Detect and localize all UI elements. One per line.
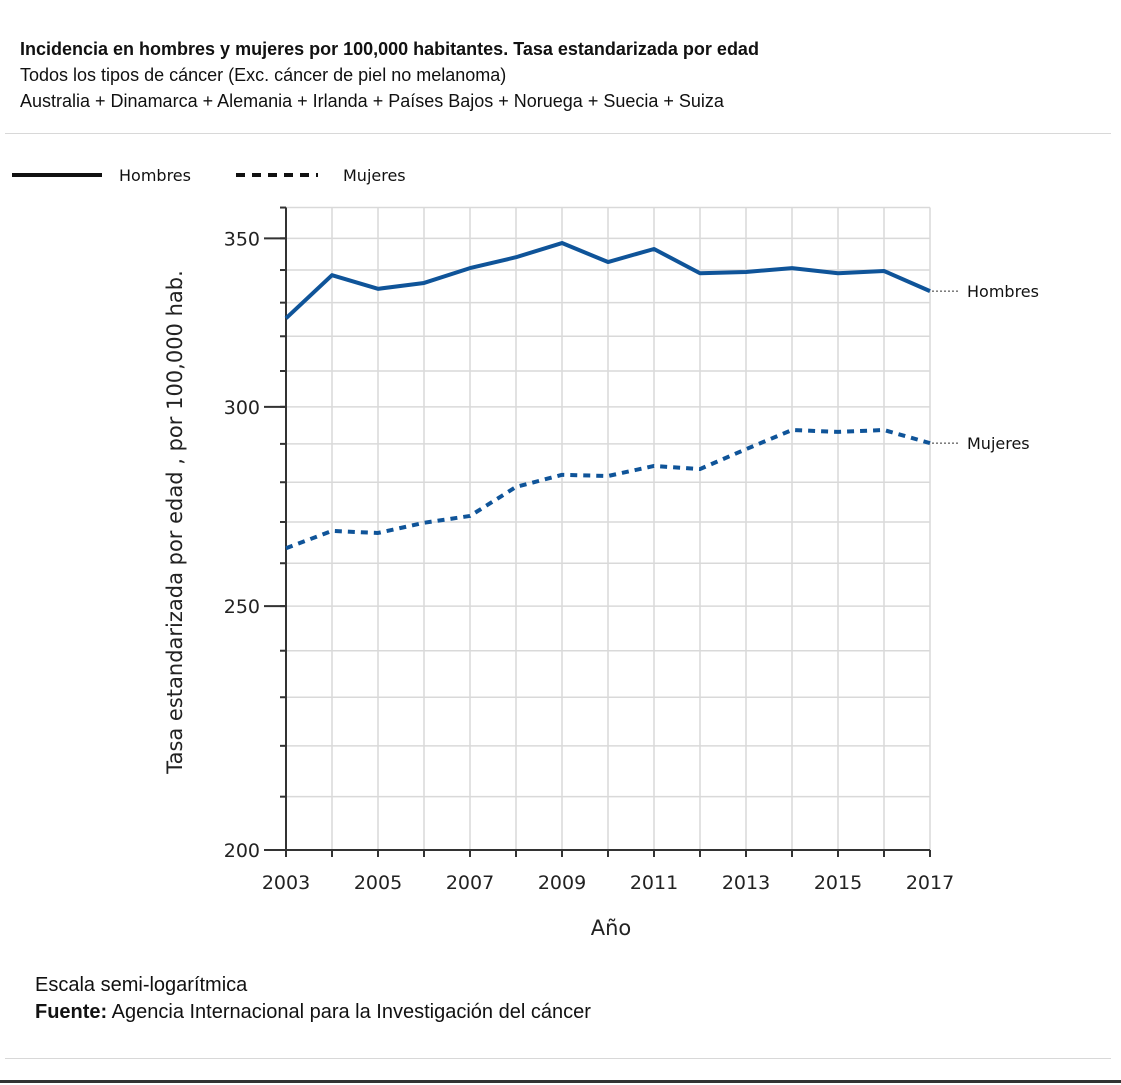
divider [5,133,1111,134]
legend-label: Hombres [119,166,191,185]
scale-note: Escala semi-logarítmica [35,974,248,996]
x-axis-title: Año [591,916,632,940]
x-tick-label: 2017 [906,872,954,894]
y-tick-label: 300 [224,397,260,419]
x-tick-label: 2011 [630,872,678,894]
x-tick-label: 2015 [814,872,862,894]
x-tick-label: 2013 [722,872,770,894]
x-tick-label: 2009 [538,872,586,894]
end-label: Hombres [967,282,1039,301]
x-tick-label: 2005 [354,872,402,894]
y-tick-label: 350 [224,228,260,250]
series-line-mujeres [285,428,931,551]
x-tick-label: 2007 [446,872,494,894]
y-tick-label: 200 [224,840,260,862]
end-label: Mujeres [967,434,1030,453]
x-tick-label: 2003 [262,872,310,894]
y-axis-title: Tasa estandarizada por edad , por 100,00… [163,270,187,775]
divider [5,1058,1111,1059]
y-tick-label: 250 [224,596,260,618]
legend-label: Mujeres [343,166,406,185]
chart-title: Incidencia en hombres y mujeres por 100,… [20,39,759,59]
chart-header: Incidencia en hombres y mujeres por 100,… [20,36,759,114]
source-text: Agencia Internacional para la Investigac… [107,1001,591,1023]
bottom-border [0,1080,1121,1083]
chart-footer: Escala semi-logarítmica Fuente: Agencia … [35,972,591,1026]
chart-subtitle: Todos los tipos de cáncer (Exc. cáncer d… [20,65,507,85]
source-line: Fuente: Agencia Internacional para la In… [35,999,591,1026]
source-label: Fuente: [35,1001,108,1023]
chart-countries: Australia + Dinamarca + Alemania + Irlan… [20,91,724,111]
